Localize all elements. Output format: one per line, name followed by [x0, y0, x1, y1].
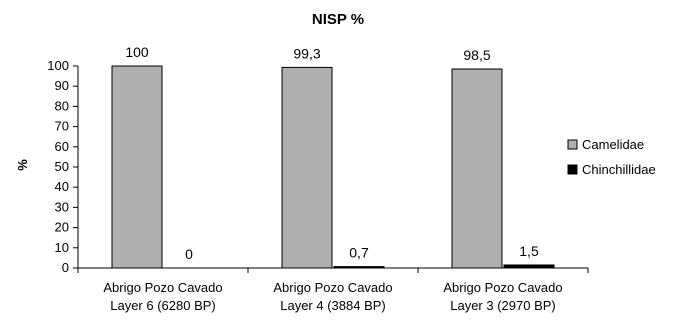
legend: Camelidae Chinchillidae	[567, 137, 656, 177]
x-category-label-line: Abrigo Pozo Cavado	[103, 280, 222, 295]
x-category-label: Abrigo Pozo Cavado Layer 4 (3884 BP)	[273, 280, 392, 313]
y-tick-label: 20	[55, 220, 69, 235]
y-tick-label: 50	[55, 159, 69, 174]
x-category-label: Abrigo Pozo Cavado Layer 3 (2970 BP)	[443, 280, 562, 313]
y-axis-label: %	[15, 159, 30, 171]
bar-camelidae	[111, 65, 163, 269]
x-category-label-line: Layer 4 (3884 BP)	[280, 298, 386, 313]
data-label: 99,3	[293, 45, 320, 61]
y-tick-label: 100	[47, 58, 69, 73]
chart-title: NISP %	[312, 11, 364, 28]
bar-chinchillidae	[333, 266, 385, 269]
x-category-label-line: Layer 3 (2970 BP)	[450, 298, 556, 313]
y-tick-label: 10	[55, 240, 69, 255]
plot-area: 0 10 20 30 40 50 60 70 80 90 100 100 99,3 98,5 0 0,7 1,5…	[47, 44, 589, 313]
legend-swatch-chinchillidae	[567, 164, 578, 175]
y-tick-label: 90	[55, 78, 69, 93]
x-category-label-line: Layer 6 (6280 BP)	[110, 298, 216, 313]
bar-camelidae	[281, 66, 333, 269]
data-label: 1,5	[519, 243, 539, 259]
x-category-label-line: Abrigo Pozo Cavado	[273, 280, 392, 295]
bar-camelidae	[451, 68, 503, 269]
data-label: 0,7	[349, 245, 369, 261]
y-tick-label: 80	[55, 98, 69, 113]
legend-label-camelidae: Camelidae	[582, 137, 644, 152]
legend-swatch-camelidae	[567, 139, 578, 150]
data-label: 98,5	[463, 47, 490, 63]
y-tick-label: 40	[55, 179, 69, 194]
y-tick-label: 60	[55, 139, 69, 154]
data-label: 0	[185, 246, 193, 262]
y-tick-label: 30	[55, 199, 69, 214]
y-tick-label: 70	[55, 119, 69, 134]
y-tick-label: 0	[62, 260, 69, 275]
x-category-label-line: Abrigo Pozo Cavado	[443, 280, 562, 295]
legend-label-chinchillidae: Chinchillidae	[582, 162, 656, 177]
bar-chinchillidae	[503, 264, 555, 269]
x-category-label: Abrigo Pozo Cavado Layer 6 (6280 BP)	[103, 280, 222, 313]
data-label: 100	[125, 44, 149, 60]
